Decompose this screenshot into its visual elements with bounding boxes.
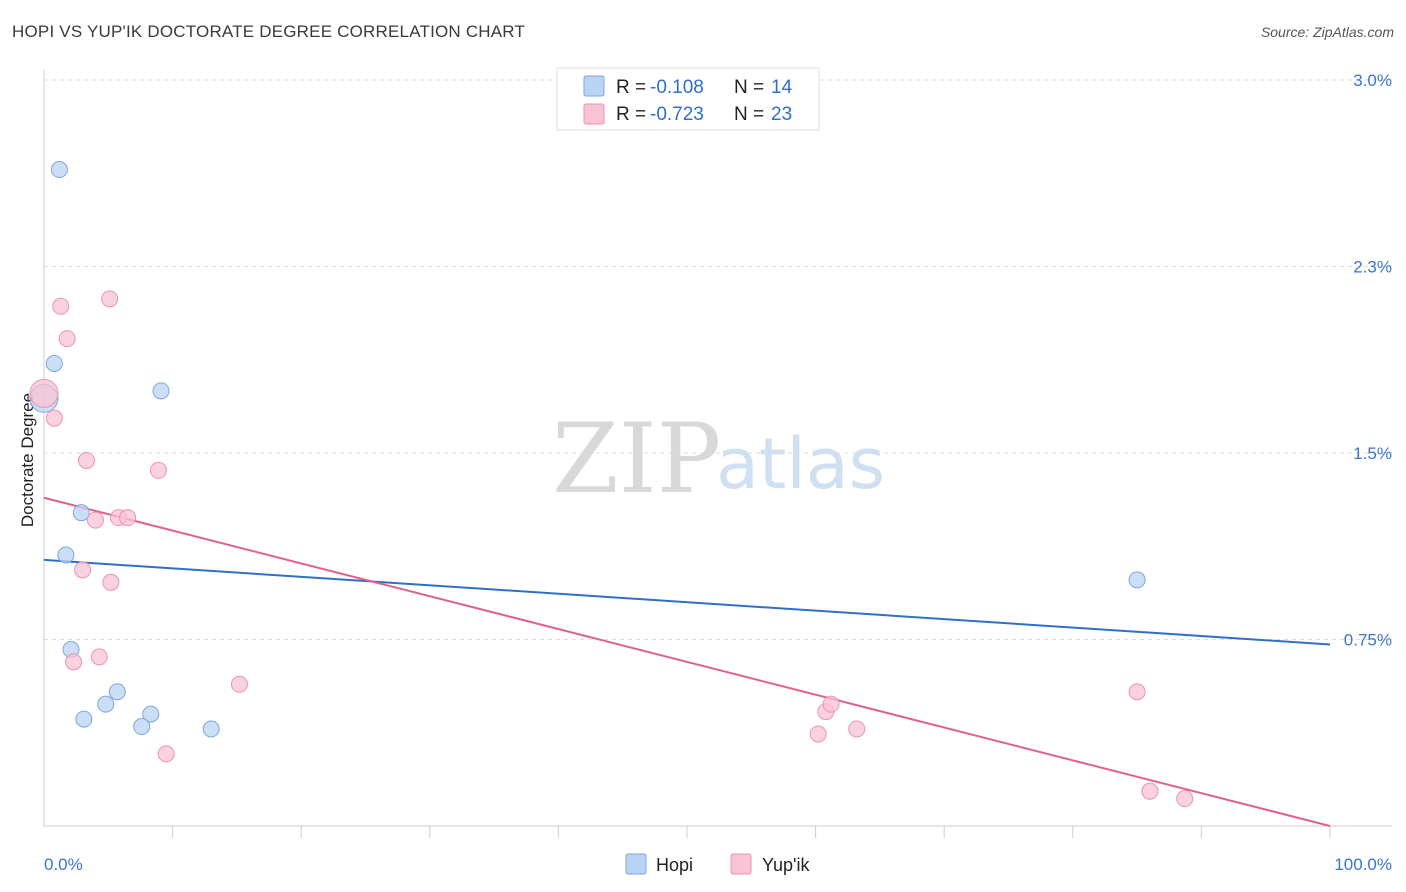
data-point-hopi bbox=[57, 546, 75, 564]
legend-swatch-yupik bbox=[583, 103, 605, 125]
trend-line-yupik bbox=[43, 496, 1331, 827]
data-point-yupik bbox=[1141, 782, 1159, 800]
legend-r-value-hopi: -0.108 bbox=[650, 77, 704, 98]
y-tick-label: 1.5% bbox=[1353, 444, 1392, 463]
data-point-yupik bbox=[1128, 683, 1146, 701]
trend-line-hopi bbox=[43, 558, 1331, 646]
legend-r-label-yupik: R = bbox=[616, 104, 646, 125]
data-point-yupik bbox=[65, 653, 83, 671]
legend-swatch-hopi bbox=[583, 75, 605, 97]
data-point-yupik bbox=[77, 451, 95, 469]
data-point-yupik bbox=[822, 695, 840, 713]
data-point-yupik bbox=[157, 745, 175, 763]
data-point-yupik bbox=[29, 378, 59, 408]
chart-title: HOPI VS YUP'IK DOCTORATE DEGREE CORRELAT… bbox=[12, 22, 526, 41]
data-point-yupik bbox=[809, 725, 827, 743]
data-point-hopi bbox=[142, 705, 160, 723]
data-point-yupik bbox=[230, 675, 248, 693]
x-tick-label-min: 0.0% bbox=[44, 855, 83, 874]
data-point-yupik bbox=[45, 409, 63, 427]
bottom-legend-label-hopi: Hopi bbox=[656, 855, 693, 875]
data-point-hopi bbox=[75, 710, 93, 728]
data-point-yupik bbox=[74, 561, 92, 579]
legend-n-label-yupik: N = bbox=[734, 104, 764, 125]
y-tick-label: 3.0% bbox=[1353, 71, 1392, 90]
y-tick-label: 0.75% bbox=[1344, 631, 1392, 650]
data-point-hopi bbox=[72, 504, 90, 522]
data-point-hopi bbox=[202, 720, 220, 738]
bottom-legend-swatch-hopi bbox=[625, 853, 647, 875]
data-point-yupik bbox=[119, 509, 137, 527]
data-point-hopi bbox=[1128, 571, 1146, 589]
data-point-hopi bbox=[50, 161, 68, 179]
data-point-yupik bbox=[52, 297, 70, 315]
data-point-hopi bbox=[108, 683, 126, 701]
gridlines bbox=[44, 79, 1392, 640]
legend-n-label-hopi: N = bbox=[734, 77, 764, 98]
y-tick-labels: 0.75% 1.5% 2.3% 3.0% bbox=[1344, 71, 1392, 650]
legend-r-value-yupik: -0.723 bbox=[650, 104, 704, 125]
x-tick-marks bbox=[172, 826, 1331, 838]
x-tick-label-max: 100.0% bbox=[1334, 855, 1392, 874]
legend-n-value-hopi: 14 bbox=[771, 77, 793, 98]
data-point-hopi bbox=[97, 695, 115, 713]
data-point-yupik bbox=[848, 720, 866, 738]
data-point-yupik bbox=[102, 573, 120, 591]
y-tick-label: 2.3% bbox=[1353, 258, 1392, 277]
data-point-yupik bbox=[1176, 790, 1194, 808]
bottom-legend-label-yupik: Yup'ik bbox=[762, 855, 810, 875]
data-point-yupik bbox=[86, 511, 104, 529]
watermark-atlas: atlas bbox=[716, 423, 885, 505]
y-axis-label: Doctorate Degree bbox=[18, 393, 37, 527]
data-point-hopi bbox=[152, 382, 170, 400]
legend-n-value-yupik: 23 bbox=[771, 104, 792, 125]
data-point-yupik bbox=[101, 290, 119, 308]
data-points bbox=[29, 161, 1194, 808]
trend-lines bbox=[43, 496, 1331, 827]
data-point-yupik bbox=[90, 648, 108, 666]
data-point-hopi bbox=[133, 718, 151, 736]
bottom-legend-swatch-yupik bbox=[730, 853, 752, 875]
data-point-yupik bbox=[149, 461, 167, 479]
watermark-zip: ZIP bbox=[552, 403, 721, 515]
legend-r-label-hopi: R = bbox=[616, 77, 646, 98]
data-point-yupik bbox=[58, 330, 76, 348]
stats-legend: R = -0.108 N = 14 R = -0.723 N = 23 bbox=[556, 67, 820, 131]
series-legend: Hopi Yup'ik bbox=[625, 853, 810, 875]
source-credit: Source: ZipAtlas.com bbox=[1260, 24, 1394, 40]
data-point-hopi bbox=[45, 354, 63, 372]
